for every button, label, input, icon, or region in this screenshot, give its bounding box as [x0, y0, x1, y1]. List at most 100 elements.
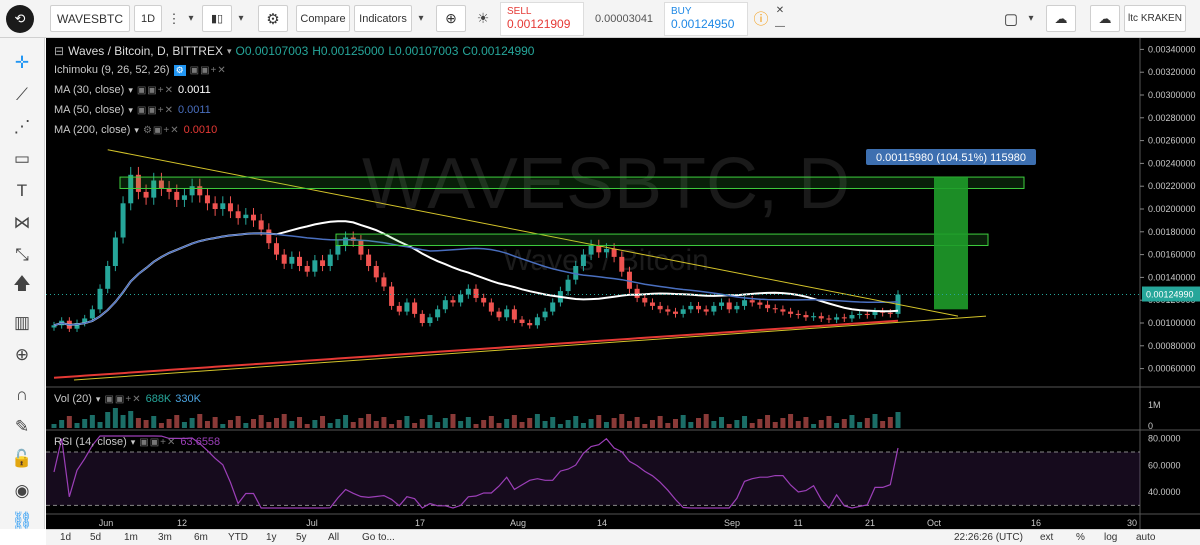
candle-body — [772, 308, 778, 310]
chevron-down-icon[interactable]: ▾ — [418, 13, 424, 24]
collapse-icon[interactable]: ⊟ — [54, 44, 65, 58]
more-vert-icon[interactable]: ⋮ — [167, 10, 181, 26]
chevron-down-icon[interactable]: ▾ — [130, 436, 136, 447]
volume-bar — [366, 414, 372, 428]
range-5d[interactable]: 5d — [90, 532, 102, 543]
goto-button[interactable]: Go to... — [362, 532, 395, 543]
range-all[interactable]: All — [328, 532, 340, 543]
volume-bar — [51, 424, 57, 428]
candle-body — [864, 313, 870, 316]
symbol-search-input[interactable]: WAVESBTC — [50, 5, 130, 32]
time-tick-label: 30 — [1127, 518, 1137, 528]
ma200-legend[interactable]: MA (200, close) ▾ ⚙▣+✕ 0.0010 — [54, 124, 217, 136]
close-icon[interactable]: ✕ — [775, 4, 785, 16]
range-1m[interactable]: 1m — [124, 532, 138, 543]
chevron-down-icon[interactable]: ▾ — [95, 393, 101, 404]
interval-select[interactable]: 1D — [134, 5, 162, 32]
legend-buttons-icon[interactable]: ▣▣+✕ — [136, 84, 174, 96]
time-tick-label: Oct — [927, 518, 942, 528]
candle-body — [281, 254, 287, 264]
chart-area[interactable]: WAVESBTC, D Waves / Bitcoin 0.00340000 0.00… — [46, 38, 1200, 529]
bulb-icon[interactable]: ☀ — [476, 10, 490, 26]
range-ytd[interactable]: YTD — [228, 532, 248, 543]
volume-bar — [887, 417, 893, 428]
main-legend[interactable]: ⊟ Waves / Bitcoin, D, BITTREX ▾ O0.00107… — [54, 44, 534, 58]
volume-bar — [297, 417, 303, 428]
link-icon[interactable]: ⛓ — [11, 511, 33, 530]
compare-button[interactable]: Compare — [296, 5, 350, 32]
candle-body — [327, 254, 333, 266]
pencil-icon[interactable]: ✎ — [14, 417, 30, 436]
candle-body — [220, 203, 226, 209]
settings-icon[interactable]: ⚙ — [173, 64, 186, 76]
candles-icon[interactable]: ▮▯ — [202, 5, 232, 32]
candle-body — [105, 266, 111, 289]
layout-square-icon[interactable]: ▢ — [1003, 10, 1019, 28]
eye-icon[interactable]: ◉ — [14, 481, 30, 500]
legend-buttons-icon[interactable]: ⚙▣+✕ — [142, 124, 180, 136]
chevron-down-icon[interactable]: ▾ — [238, 13, 244, 24]
buy-quote[interactable]: BUY 0.00124950 — [664, 2, 748, 36]
arrow-up-icon[interactable]: 🡅 — [13, 273, 31, 293]
volume-bar — [703, 414, 709, 428]
range-1d[interactable]: 1d — [60, 532, 72, 543]
crosshair-icon[interactable]: ✛ — [14, 53, 30, 72]
volume-legend[interactable]: Vol (20) ▾ ▣▣+✕ 688K 330K — [54, 393, 201, 405]
ruler-icon[interactable]: ▥ — [13, 313, 31, 332]
prediction-icon[interactable]: ⤡ — [15, 245, 29, 264]
legend-buttons-icon[interactable]: ▣▣+✕ — [136, 104, 174, 116]
range-1y[interactable]: 1y — [266, 532, 277, 543]
time-tick-label: 14 — [597, 518, 607, 528]
auto-toggle[interactable]: auto — [1136, 532, 1156, 543]
chevron-down-icon[interactable]: ▾ — [226, 45, 232, 56]
rsi-value: 63.6558 — [180, 436, 221, 448]
app-logo[interactable]: ⟲ — [6, 5, 34, 33]
rectangle-icon[interactable]: ▭ — [13, 149, 31, 168]
text-icon[interactable]: T — [16, 181, 28, 200]
lock-icon[interactable]: 🔓 — [11, 449, 33, 468]
last-price-tag — [1142, 286, 1200, 302]
indicators-button[interactable]: Indicators — [354, 5, 412, 32]
sell-quote[interactable]: SELL 0.00121909 — [500, 2, 584, 36]
chevron-down-icon[interactable]: ▾ — [128, 84, 133, 95]
spread-text: 0.00003041 — [594, 13, 654, 25]
ma50-label: MA (50, close) — [54, 104, 125, 116]
percent-toggle[interactable]: % — [1076, 532, 1085, 543]
cloud-load-icon[interactable]: ☁ — [1046, 5, 1076, 32]
info-icon[interactable]: ⓘ — [753, 11, 769, 28]
fib-icon[interactable]: ⋰ — [13, 117, 31, 136]
ichimoku-legend[interactable]: Ichimoku (9, 26, 52, 26) ⚙ ▣▣+✕ — [54, 64, 227, 76]
candle-body — [458, 294, 464, 303]
chevron-down-icon[interactable]: ▾ — [188, 13, 194, 24]
zoom-icon[interactable]: ⊕ — [14, 345, 30, 364]
legend-buttons-icon[interactable]: ▣▣+✕ — [189, 64, 227, 76]
pattern-icon[interactable]: ⋈ — [13, 213, 31, 232]
trendline-icon[interactable]: ⟋ — [16, 85, 28, 104]
range-5y[interactable]: 5y — [296, 532, 307, 543]
volume-bar — [243, 423, 249, 428]
ma30-legend[interactable]: MA (30, close) ▾ ▣▣+✕ 0.0011 — [54, 84, 211, 96]
minus-icon[interactable]: — — [775, 20, 785, 32]
log-toggle[interactable]: log — [1104, 532, 1118, 543]
legend-buttons-icon[interactable]: ▣▣+✕ — [104, 393, 142, 405]
legend-buttons-icon[interactable]: ▣▣+✕ — [139, 436, 177, 448]
chevron-down-icon[interactable]: ▾ — [1028, 13, 1034, 24]
buy-label: BUY — [671, 6, 692, 17]
ext-toggle[interactable]: ext — [1040, 532, 1054, 543]
broker-button[interactable]: ltc KRAKEN — [1124, 5, 1186, 32]
chevron-down-icon[interactable]: ▾ — [134, 124, 139, 135]
rsi-legend[interactable]: RSI (14, close) ▾ ▣▣+✕ 63.6558 — [54, 436, 220, 448]
candle-body — [373, 266, 379, 278]
candle-body — [611, 248, 617, 257]
settings-gear-icon[interactable]: ⚙ — [258, 5, 288, 32]
volume-bar — [711, 421, 717, 428]
volume-bar — [250, 419, 256, 428]
chevron-down-icon[interactable]: ▾ — [128, 104, 133, 115]
range-3m[interactable]: 3m — [158, 532, 172, 543]
range-6m[interactable]: 6m — [194, 532, 208, 543]
ma50-legend[interactable]: MA (50, close) ▾ ▣▣+✕ 0.0011 — [54, 104, 211, 116]
cloud-save-icon[interactable]: ☁ — [1090, 5, 1120, 32]
magnet-icon[interactable]: ∩ — [15, 385, 29, 404]
alert-icon[interactable]: ⊕ — [436, 5, 466, 32]
